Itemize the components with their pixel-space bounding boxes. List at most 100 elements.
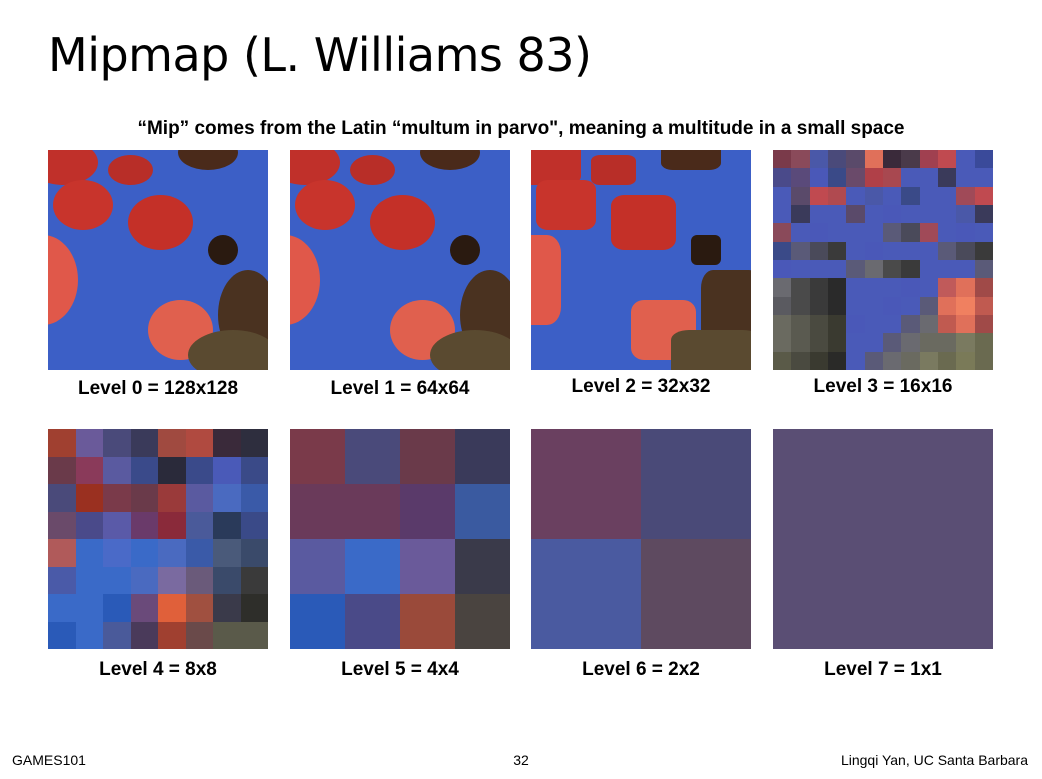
mip-texel <box>103 566 131 594</box>
mip-texel <box>791 315 810 334</box>
footer-author: Lingqi Yan, UC Santa Barbara <box>840 752 1028 768</box>
scene-blob <box>208 235 238 265</box>
mip-texel <box>883 168 902 187</box>
mip-texel <box>641 429 751 539</box>
mip-texel <box>809 168 828 187</box>
scene-blob <box>691 235 721 265</box>
slide-subtitle: “Mip” comes from the Latin “multum in pa… <box>137 118 905 139</box>
mip-texel <box>791 278 810 297</box>
mip-texel <box>883 278 902 297</box>
mip-level-4-label: Level 4 = 8x8 <box>99 659 217 680</box>
mip-texel <box>974 351 993 370</box>
mip-texel <box>791 333 810 352</box>
mip-texel <box>400 539 455 594</box>
scene-blob <box>48 150 98 185</box>
mip-texel <box>809 205 828 224</box>
mip-texel <box>185 594 213 622</box>
mip-texel <box>641 539 751 649</box>
mip-texel <box>956 241 975 260</box>
mip-texel <box>974 278 993 297</box>
mip-texel <box>48 621 76 649</box>
scene-blob <box>188 330 268 370</box>
mip-level-0-image <box>48 150 268 370</box>
mip-texel <box>864 168 883 187</box>
mip-texel <box>938 168 957 187</box>
mip-texel <box>75 594 103 622</box>
mip-texel <box>213 429 241 457</box>
mip-texel <box>919 333 938 352</box>
mip-texel <box>345 484 400 539</box>
mip-texel <box>791 241 810 260</box>
footer-course: GAMES101 <box>12 752 86 768</box>
mip-texel <box>956 315 975 334</box>
mip-texel <box>791 351 810 370</box>
mip-texel <box>846 241 865 260</box>
scene-blob <box>531 150 581 185</box>
mip-texel <box>864 315 883 334</box>
mip-texel <box>158 539 186 567</box>
scene-blob <box>350 155 395 185</box>
mip-texel <box>828 150 847 169</box>
mip-texel <box>185 511 213 539</box>
mip-level-3-image <box>773 150 993 370</box>
mip-texel <box>48 429 76 457</box>
mip-texel <box>864 351 883 370</box>
mip-texel <box>158 484 186 512</box>
mip-texel <box>901 186 920 205</box>
mip-texel <box>185 456 213 484</box>
mip-texel <box>185 429 213 457</box>
mip-texel <box>455 539 510 594</box>
mip-texel <box>828 315 847 334</box>
mip-texel <box>883 351 902 370</box>
mip-texel <box>48 484 76 512</box>
mip-texel <box>919 168 938 187</box>
mip-texel <box>48 456 76 484</box>
mip-texel <box>103 594 131 622</box>
mip-texel <box>773 296 792 315</box>
mip-texel <box>158 456 186 484</box>
scene-blob <box>290 235 320 325</box>
mip-texel <box>901 241 920 260</box>
mip-texel <box>130 594 158 622</box>
mip-texel <box>130 539 158 567</box>
mip-texel <box>956 223 975 242</box>
mip-level-6-image <box>531 429 751 649</box>
mip-texel <box>809 260 828 279</box>
mip-texel <box>213 539 241 567</box>
mip-texel <box>828 333 847 352</box>
mip-texel <box>130 511 158 539</box>
mip-level-5-image <box>290 429 510 649</box>
mip-texel <box>455 594 510 649</box>
mip-texel <box>974 223 993 242</box>
mip-texel <box>773 333 792 352</box>
mip-texel <box>240 484 268 512</box>
mip-texel <box>919 315 938 334</box>
mip-texel <box>901 315 920 334</box>
mip-texel <box>864 333 883 352</box>
mip-texel <box>400 429 455 484</box>
scene-blob <box>295 180 355 230</box>
scene-blob <box>53 180 113 230</box>
mip-texel <box>901 150 920 169</box>
mip-texel <box>883 205 902 224</box>
mip-texel <box>531 429 641 539</box>
mip-texel <box>773 351 792 370</box>
mip-texel <box>828 278 847 297</box>
scene-blob <box>531 235 561 325</box>
mip-texel <box>240 511 268 539</box>
scene-blob <box>611 195 676 250</box>
scene-blob <box>108 155 153 185</box>
mip-texel <box>883 241 902 260</box>
scene-blob <box>370 195 435 250</box>
footer-page-number: 32 <box>513 752 529 768</box>
mip-texel <box>400 594 455 649</box>
mip-texel <box>158 429 186 457</box>
scene-blob <box>420 150 480 170</box>
mip-texel <box>240 566 268 594</box>
mip-texel <box>974 150 993 169</box>
mip-texel <box>158 566 186 594</box>
mip-texel <box>956 260 975 279</box>
mip-texel <box>791 296 810 315</box>
mip-texel <box>75 484 103 512</box>
scene-blob <box>671 330 751 370</box>
